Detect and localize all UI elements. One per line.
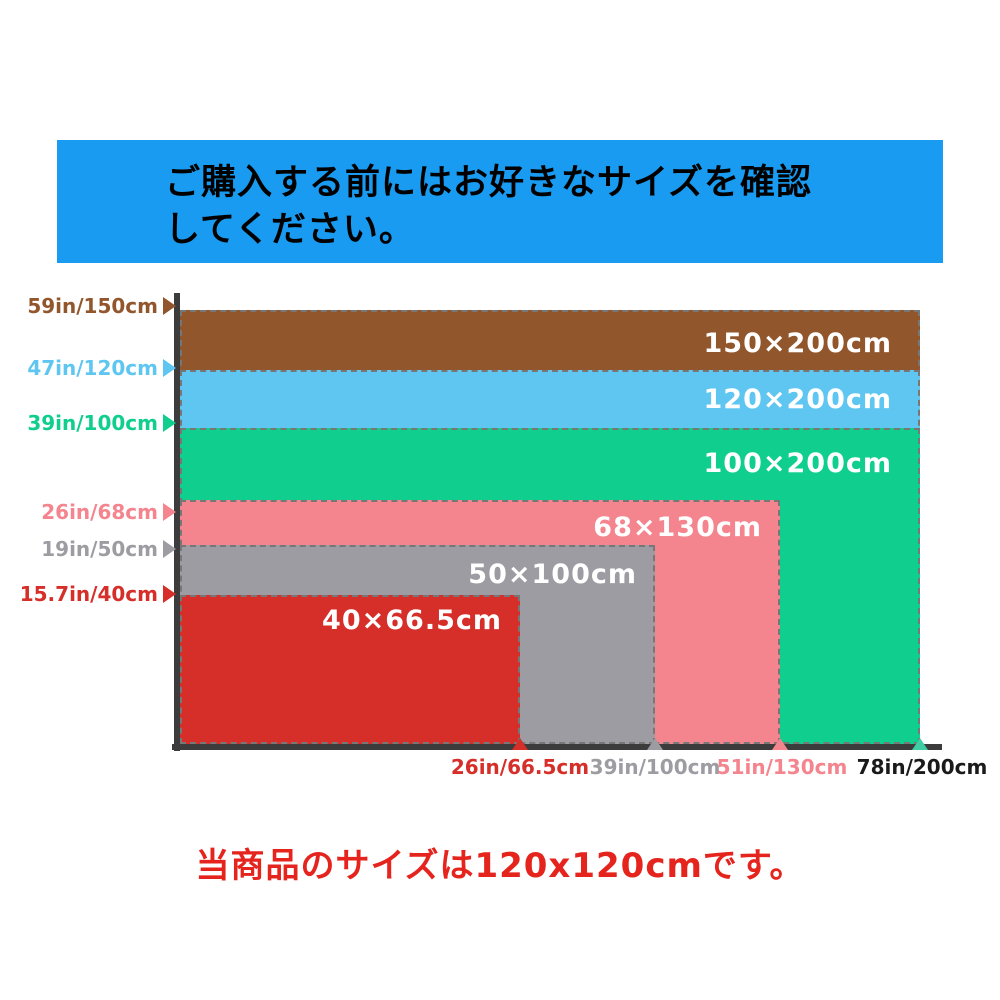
x-axis-label-66.5cm: 26in/66.5cm	[450, 755, 590, 779]
arrow-right-icon	[163, 503, 176, 521]
size-rect-label-40x66.5cm: 40×66.5cm	[322, 605, 502, 636]
product-size-note: 当商品のサイズは120x120cmです。	[195, 846, 805, 886]
banner-text-line1: ご購入する前にはお好きなサイズを確認	[165, 163, 812, 203]
y-axis-label-100cm: 39in/100cm	[24, 410, 176, 436]
arrow-up-icon	[512, 738, 528, 750]
arrow-right-icon	[163, 359, 176, 377]
arrow-right-icon	[163, 585, 176, 603]
arrow-up-icon	[912, 738, 928, 750]
y-axis-label-text-120cm: 47in/120cm	[27, 356, 158, 380]
y-axis-label-text-150cm: 59in/150cm	[27, 294, 158, 318]
arrow-right-icon	[163, 540, 176, 558]
size-rect-label-50x100cm: 50×100cm	[468, 559, 637, 590]
y-axis-label-text-68cm: 26in/68cm	[41, 500, 158, 524]
y-axis-label-40cm: 15.7in/40cm	[20, 581, 176, 607]
x-axis-label-200cm: 78in/200cm	[856, 755, 988, 779]
size-rect-label-68x130cm: 68×130cm	[593, 512, 762, 543]
x-axis-label-100cm: 39in/100cm	[589, 755, 721, 779]
y-axis-label-text-100cm: 39in/100cm	[27, 411, 158, 435]
x-axis-label-130cm: 51in/130cm	[716, 755, 848, 779]
arrow-up-icon	[647, 738, 663, 750]
y-axis-label-120cm: 47in/120cm	[24, 355, 176, 381]
x-axis-line	[172, 744, 942, 750]
size-rect-label-120x200cm: 120×200cm	[703, 384, 892, 415]
arrow-right-icon	[163, 297, 176, 315]
size-rect-label-100x200cm: 100×200cm	[703, 448, 892, 479]
y-axis-label-50cm: 19in/50cm	[24, 536, 176, 562]
banner-text-line2: してください。	[165, 210, 415, 250]
y-axis-line	[174, 293, 180, 751]
arrow-up-icon	[772, 738, 788, 750]
size-rect-40x66.5cm: 40×66.5cm	[180, 595, 520, 744]
header-banner: ご購入する前にはお好きなサイズを確認 してください。	[57, 140, 943, 263]
arrow-right-icon	[163, 414, 176, 432]
y-axis-label-text-40cm: 15.7in/40cm	[19, 582, 158, 606]
y-axis-label-68cm: 26in/68cm	[24, 499, 176, 525]
y-axis-label-text-50cm: 19in/50cm	[41, 537, 158, 561]
size-rect-label-150x200cm: 150×200cm	[703, 328, 892, 359]
y-axis-label-150cm: 59in/150cm	[24, 293, 176, 319]
